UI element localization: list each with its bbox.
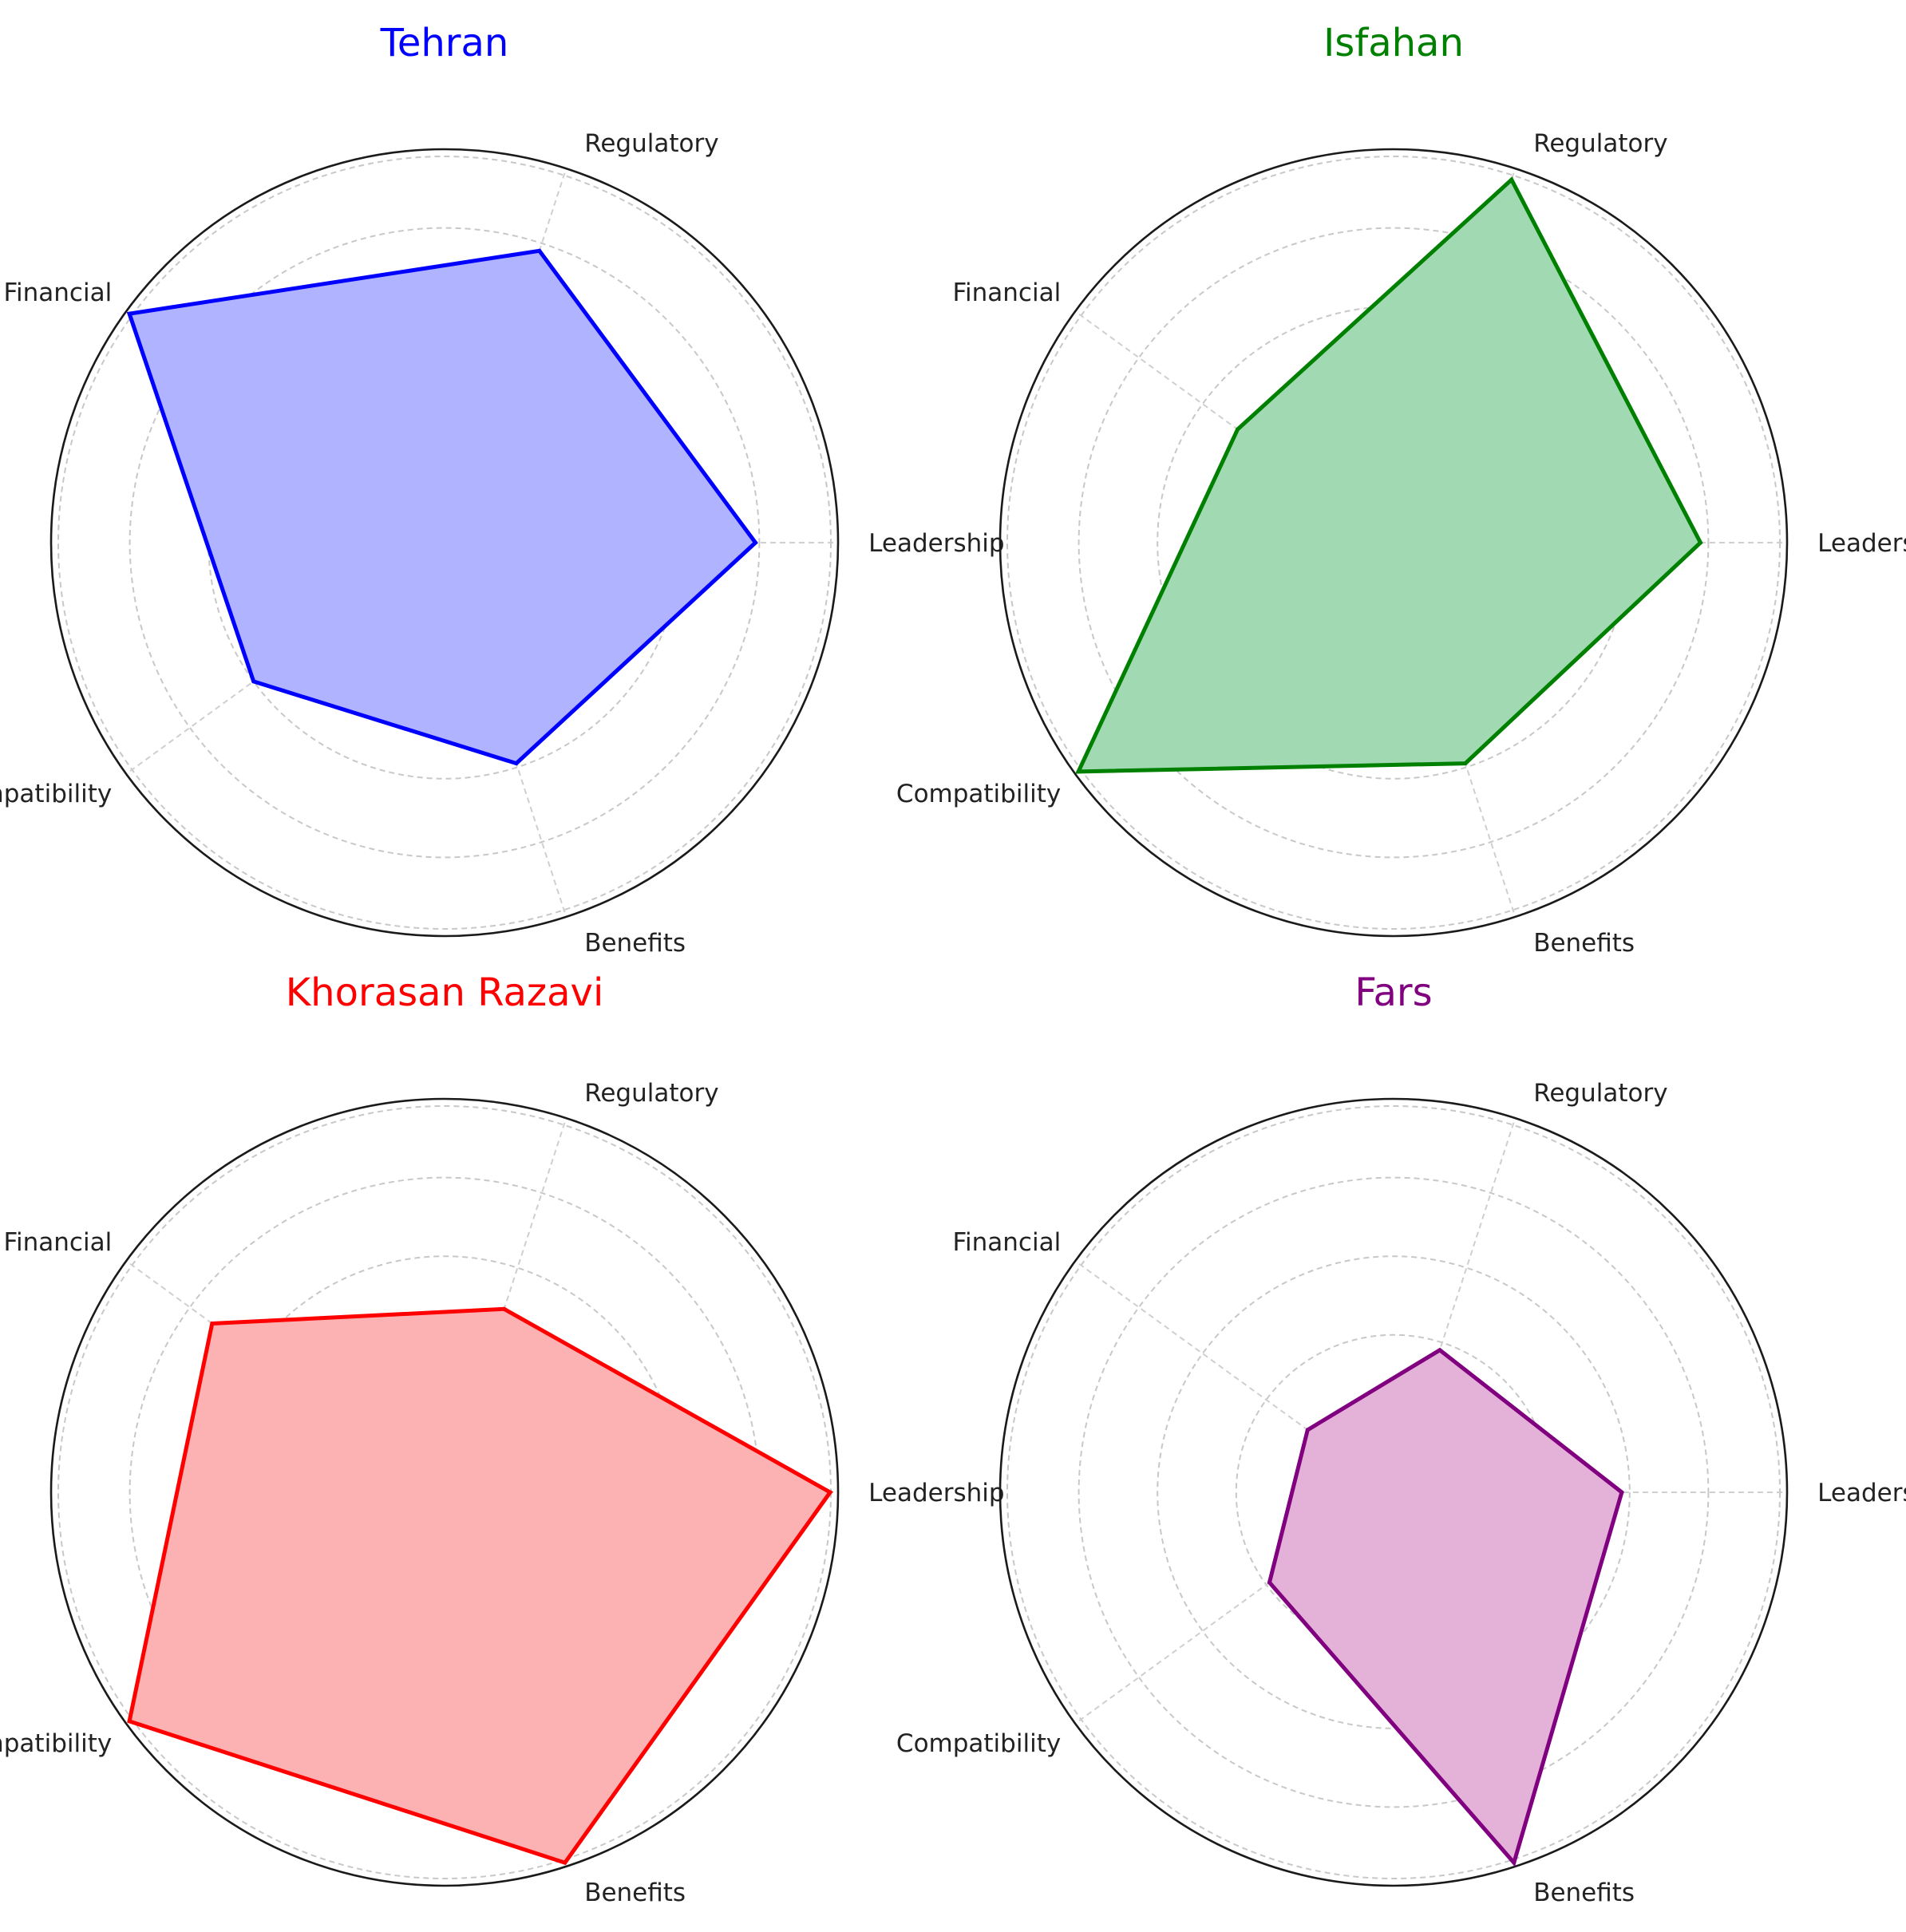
axis-label-financial: Financial: [952, 1228, 1061, 1257]
axis-label-benefits: Benefits: [584, 1879, 686, 1907]
axis-label-leadership: Leadership: [868, 1479, 1004, 1507]
data-point-compatibility: [1076, 769, 1081, 774]
radar-frame: [49, 148, 840, 938]
series-line: [1075, 176, 1703, 774]
axis-label-compatibility: Compatibility: [896, 1729, 1061, 1758]
data-point-regulatory: [1509, 177, 1514, 182]
radar-frame: [998, 1097, 1789, 1887]
data-point-regulatory: [537, 248, 542, 253]
axis-label-regulatory: Regulatory: [584, 1079, 718, 1108]
data-point-leadership: [1698, 540, 1703, 545]
grid-spoke: [1074, 310, 1394, 543]
radar-panel-1: Leadership Regulatory Financial Compatibili…: [896, 21, 1906, 958]
data-point-leadership: [753, 540, 757, 545]
axis-label-leadership: Leadership: [1817, 529, 1906, 558]
grid-spoke: [1074, 1491, 1394, 1725]
panel-title: Fars: [1354, 970, 1432, 1015]
data-point-benefits: [563, 1860, 567, 1865]
grid-ring: [1078, 227, 1710, 859]
grid-spoke: [444, 1117, 567, 1493]
axis-label-financial: Financial: [3, 279, 112, 307]
data-point-leadership: [828, 1490, 832, 1495]
grid-spoke: [1074, 1260, 1394, 1493]
axis-label-compatibility: Compatibility: [0, 1729, 112, 1758]
data-point-regulatory: [502, 1306, 507, 1311]
data-point-financial: [210, 1321, 215, 1326]
series-line: [127, 1306, 833, 1866]
data-point-compatibility: [251, 679, 256, 684]
radar-frame: [49, 1097, 840, 1887]
axis-label-regulatory: Regulatory: [584, 129, 718, 158]
axis-label-leadership: Leadership: [868, 529, 1004, 558]
radar-panel-2: Leadership Regulatory Financial Compatibili…: [0, 970, 1005, 1907]
series-area: [129, 251, 756, 764]
axis-label-regulatory: Regulatory: [1533, 129, 1667, 158]
panel-title: Isfahan: [1323, 21, 1464, 65]
data-point-benefits: [514, 761, 519, 766]
data-point-financial: [1236, 427, 1240, 432]
grid-ring: [129, 227, 761, 859]
data-point-leadership: [1619, 1490, 1624, 1495]
axis-label-regulatory: Regulatory: [1533, 1079, 1667, 1108]
panel-title: Tehran: [380, 21, 509, 65]
series-area: [129, 1309, 831, 1863]
axis-label-benefits: Benefits: [1533, 1879, 1635, 1907]
data-point-compatibility: [127, 1719, 132, 1724]
axis-label-benefits: Benefits: [584, 929, 686, 958]
axis-label-benefits: Benefits: [1533, 929, 1635, 958]
axis-label-financial: Financial: [952, 279, 1061, 307]
series-line: [1267, 1347, 1624, 1867]
axis-label-leadership: Leadership: [1817, 1479, 1906, 1507]
data-point-benefits: [1512, 1860, 1516, 1865]
grid-ring: [1078, 1176, 1710, 1808]
series-area: [1078, 180, 1701, 772]
grid-spoke: [1393, 1117, 1516, 1493]
axis-label-compatibility: Compatibility: [0, 780, 112, 808]
panel-title: Khorasan Razavi: [286, 970, 604, 1015]
data-point-regulatory: [1437, 1348, 1442, 1353]
axis-label-financial: Financial: [3, 1228, 112, 1257]
radar-panel-0: Leadership Regulatory Financial Compatibili…: [0, 21, 1005, 958]
data-point-benefits: [1463, 761, 1468, 766]
data-point-compatibility: [1267, 1580, 1271, 1585]
data-point-financial: [1305, 1428, 1310, 1432]
series-line: [126, 248, 758, 766]
radar-panel-3: Leadership Regulatory Financial Compatibili…: [896, 970, 1906, 1907]
data-point-financial: [127, 311, 132, 316]
grid-ring: [1157, 1255, 1631, 1729]
series-area: [1269, 1349, 1622, 1863]
radar-frame: [998, 148, 1789, 938]
axis-label-compatibility: Compatibility: [896, 780, 1061, 808]
